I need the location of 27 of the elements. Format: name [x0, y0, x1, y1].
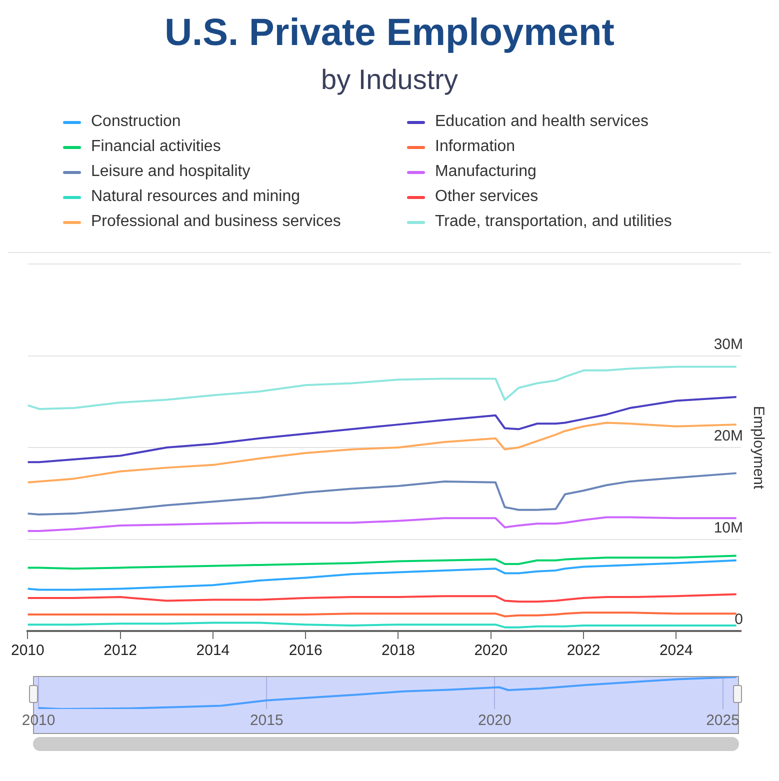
x-tick-label: 2016: [288, 642, 322, 660]
x-tick-label: 2022: [566, 642, 600, 660]
y-tick-label: 10M: [714, 519, 743, 536]
x-tick-label: 2010: [10, 642, 44, 660]
legend-label: Trade, transportation, and utilities: [435, 213, 672, 231]
x-tick-label: 2012: [104, 642, 138, 660]
legend-label: Other services: [435, 188, 538, 206]
legend-label: Construction: [91, 113, 181, 131]
legend-label: Manufacturing: [435, 163, 536, 181]
y-tick-label: 20M: [714, 428, 743, 445]
legend-label: Financial activities: [91, 138, 221, 156]
legend-label: Information: [435, 138, 516, 156]
legend-label: Leisure and hospitality: [91, 163, 250, 181]
x-tick-label: 2014: [196, 642, 230, 660]
y-tick-label: 30M: [714, 336, 743, 353]
chart-subtitle: by Industry: [320, 63, 459, 97]
legend-label: Natural resources and mining: [91, 188, 300, 206]
x-tick-label: 2020: [478, 712, 512, 730]
x-tick-label: 2015: [250, 712, 284, 730]
chart-title: U.S. Private Employment: [164, 11, 616, 56]
legend-label: Education and health services: [435, 113, 648, 131]
x-tick-label: 2020: [474, 642, 508, 660]
x-tick-label: 2018: [382, 642, 415, 660]
y-axis-title: Employment: [750, 406, 767, 490]
y-tick-label: 0: [734, 611, 743, 628]
x-tick-label: 2024: [659, 642, 693, 660]
legend-label: Professional and business services: [91, 213, 341, 231]
